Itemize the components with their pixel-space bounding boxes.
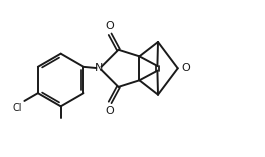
Text: N: N bbox=[95, 63, 103, 73]
Text: O: O bbox=[106, 21, 114, 31]
Text: Cl: Cl bbox=[12, 103, 22, 113]
Text: O: O bbox=[106, 106, 114, 116]
Text: O: O bbox=[182, 63, 190, 73]
